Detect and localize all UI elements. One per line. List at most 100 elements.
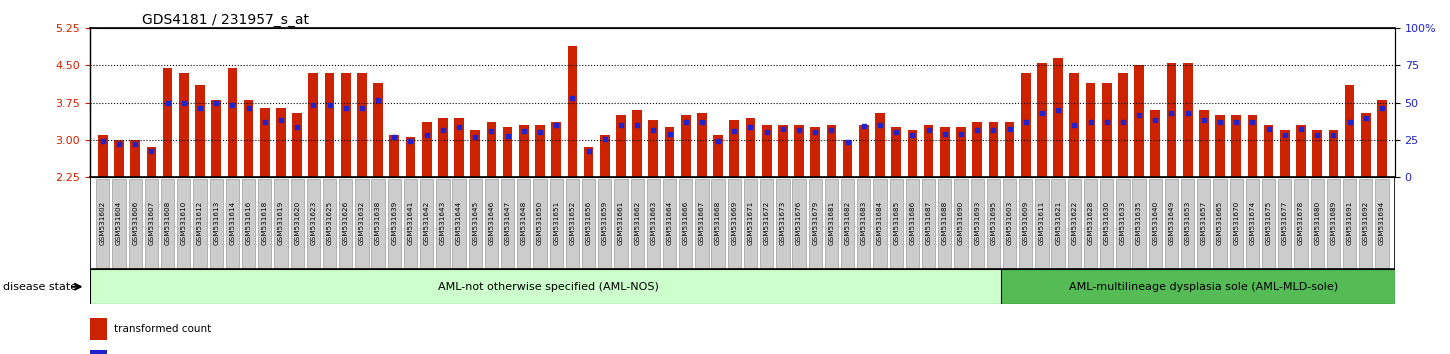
FancyBboxPatch shape [226, 179, 239, 268]
Point [1370, 105, 1393, 110]
Bar [1231, 115, 1241, 177]
Text: GSM531628: GSM531628 [1088, 201, 1093, 245]
Point [1079, 120, 1102, 125]
FancyBboxPatch shape [663, 179, 676, 268]
Bar [1280, 130, 1289, 177]
Bar [600, 135, 609, 177]
Bar [1118, 73, 1128, 177]
Bar [876, 113, 884, 177]
Bar [503, 127, 512, 177]
Point [91, 138, 115, 144]
Text: AML-multilineage dysplasia sole (AML-MLD-sole): AML-multilineage dysplasia sole (AML-MLD… [1069, 282, 1338, 292]
Text: GSM531691: GSM531691 [1347, 201, 1353, 245]
FancyBboxPatch shape [1246, 179, 1259, 268]
Bar [892, 127, 900, 177]
Point [950, 131, 973, 137]
Text: GSM531671: GSM531671 [748, 201, 754, 245]
Text: transformed count: transformed count [113, 324, 212, 335]
Text: GSM531642: GSM531642 [423, 201, 429, 245]
FancyBboxPatch shape [728, 179, 741, 268]
Point [399, 138, 422, 144]
FancyBboxPatch shape [1375, 179, 1389, 268]
FancyBboxPatch shape [581, 179, 594, 268]
FancyBboxPatch shape [922, 179, 935, 268]
Point [1047, 107, 1070, 113]
Text: GSM531672: GSM531672 [764, 201, 770, 245]
Point [803, 130, 826, 135]
Text: GSM531678: GSM531678 [1298, 201, 1304, 245]
FancyBboxPatch shape [1295, 179, 1308, 268]
Text: GSM531648: GSM531648 [521, 201, 526, 245]
Bar [1002, 269, 1395, 304]
Bar [567, 46, 577, 177]
Bar [1070, 73, 1079, 177]
FancyBboxPatch shape [1083, 179, 1098, 268]
Point [367, 97, 390, 103]
Bar [908, 130, 918, 177]
Bar [1102, 83, 1112, 177]
Point [528, 130, 551, 135]
Bar [1021, 73, 1031, 177]
Text: GSM531638: GSM531638 [376, 201, 381, 245]
Bar [697, 113, 706, 177]
Text: GSM531646: GSM531646 [489, 201, 494, 245]
FancyBboxPatch shape [1277, 179, 1292, 268]
Text: GSM531623: GSM531623 [310, 201, 316, 245]
Bar [406, 137, 415, 177]
Point [740, 125, 763, 130]
Text: GSM531656: GSM531656 [586, 201, 592, 245]
Point [1160, 110, 1183, 115]
Point [1095, 120, 1118, 125]
Bar [357, 73, 367, 177]
Text: GSM531695: GSM531695 [990, 201, 996, 245]
Bar [115, 140, 123, 177]
Text: GSM531653: GSM531653 [1185, 201, 1190, 245]
FancyBboxPatch shape [1101, 179, 1114, 268]
Bar [1053, 58, 1063, 177]
FancyBboxPatch shape [776, 179, 789, 268]
Text: GSM531690: GSM531690 [958, 201, 964, 245]
Bar [373, 83, 383, 177]
FancyBboxPatch shape [161, 179, 174, 268]
Bar [1344, 85, 1354, 177]
Point [884, 130, 908, 135]
FancyBboxPatch shape [615, 179, 628, 268]
Bar [162, 68, 173, 177]
Text: GSM531677: GSM531677 [1282, 201, 1288, 245]
Text: GSM531665: GSM531665 [1217, 201, 1222, 245]
Bar [1086, 83, 1095, 177]
Bar [1134, 65, 1144, 177]
Bar [244, 100, 254, 177]
Point [318, 102, 341, 108]
Point [561, 95, 584, 101]
Bar [99, 135, 107, 177]
Bar [325, 73, 335, 177]
Text: GDS4181 / 231957_s_at: GDS4181 / 231957_s_at [142, 13, 309, 27]
Point [286, 125, 309, 130]
Bar [713, 135, 724, 177]
Text: GSM531603: GSM531603 [1006, 201, 1012, 245]
Text: GSM531692: GSM531692 [1363, 201, 1369, 245]
FancyBboxPatch shape [1164, 179, 1177, 268]
Point [270, 117, 293, 123]
FancyBboxPatch shape [1116, 179, 1130, 268]
FancyBboxPatch shape [890, 179, 903, 268]
Text: GSM531643: GSM531643 [439, 201, 445, 245]
Bar [519, 125, 529, 177]
FancyBboxPatch shape [599, 179, 612, 268]
Bar [260, 108, 270, 177]
Bar [1037, 63, 1047, 177]
Text: GSM531679: GSM531679 [812, 201, 818, 245]
FancyBboxPatch shape [96, 179, 110, 268]
Text: GSM531683: GSM531683 [861, 201, 867, 245]
FancyBboxPatch shape [825, 179, 838, 268]
Text: GSM531663: GSM531663 [651, 201, 657, 245]
Bar [178, 73, 188, 177]
Point [1241, 120, 1264, 125]
FancyBboxPatch shape [258, 179, 271, 268]
Bar [551, 122, 561, 177]
Bar [90, 318, 107, 340]
Text: GSM531625: GSM531625 [326, 201, 332, 245]
Point [1208, 120, 1231, 125]
Text: GSM531618: GSM531618 [262, 201, 268, 245]
